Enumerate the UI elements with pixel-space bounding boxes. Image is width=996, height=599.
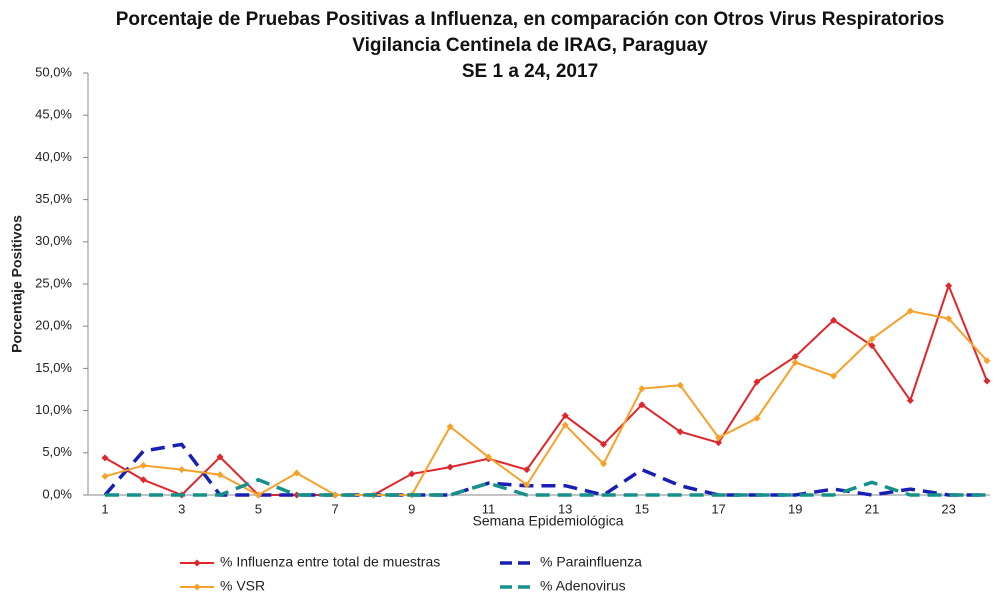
- data-line: [103, 442, 987, 497]
- data-point: [715, 439, 723, 447]
- x-tick-label: 7: [331, 501, 338, 516]
- data-point: [101, 472, 109, 480]
- x-tick-label: 1: [101, 501, 108, 516]
- data-point: [638, 385, 646, 393]
- legend-marker: [193, 559, 201, 567]
- y-tick-label: 5,0%: [42, 444, 72, 459]
- legend-label: % VSR: [220, 578, 265, 594]
- chart-title: Porcentaje de Pruebas Positivas a Influe…: [116, 9, 945, 30]
- y-tick-label: 0,0%: [42, 486, 72, 501]
- data-point: [484, 453, 492, 461]
- data-point: [791, 353, 799, 361]
- data-point: [715, 434, 723, 442]
- data-point: [216, 453, 224, 461]
- data-point: [561, 412, 569, 420]
- data-point: [868, 335, 876, 343]
- data-point: [791, 358, 799, 366]
- data-point: [293, 469, 301, 477]
- data-point: [446, 423, 454, 431]
- legend-marker: [193, 583, 201, 591]
- data-point: [523, 481, 531, 489]
- x-tick-label: 11: [482, 501, 496, 516]
- x-tick-label: 9: [408, 501, 415, 516]
- x-tick-label: 21: [865, 501, 879, 516]
- data-point: [139, 461, 147, 469]
- data-point: [676, 428, 684, 436]
- x-tick-label: 13: [558, 501, 572, 516]
- data-point: [945, 282, 953, 290]
- data-point: [830, 316, 838, 324]
- data-point: [600, 440, 608, 448]
- data-line: [104, 282, 988, 497]
- x-tick-label: 19: [788, 501, 802, 516]
- data-point: [830, 372, 838, 380]
- data-point: [408, 470, 416, 478]
- data-point: [676, 381, 684, 389]
- data-point: [753, 378, 761, 386]
- y-tick-label: 40,0%: [35, 149, 72, 164]
- chart-subtitle: Vigilancia Centinela de IRAG, Paraguay: [352, 35, 708, 56]
- data-point: [101, 454, 109, 462]
- data-point: [523, 466, 531, 474]
- data-line: [105, 477, 987, 497]
- data-point: [753, 414, 761, 422]
- data-point: [139, 476, 147, 484]
- data-point: [868, 342, 876, 350]
- x-tick-label: 15: [635, 501, 649, 516]
- data-point: [446, 463, 454, 471]
- data-point: [983, 357, 991, 365]
- data-point: [600, 460, 608, 468]
- data-point: [561, 421, 569, 429]
- legend-label: % Influenza entre total de muestras: [220, 554, 440, 570]
- data-point: [906, 307, 914, 315]
- data-line: [104, 309, 988, 497]
- y-axis-title: Porcentaje Positivos: [9, 215, 25, 353]
- y-tick-label: 50,0%: [35, 64, 72, 79]
- x-axis-title: Semana Epidemiológica: [473, 513, 624, 529]
- x-tick-label: 17: [711, 501, 725, 516]
- y-tick-label: 15,0%: [35, 360, 72, 375]
- data-point: [945, 315, 953, 323]
- y-tick-label: 20,0%: [35, 318, 72, 333]
- legend-label: % Adenovirus: [540, 578, 626, 594]
- legend-label: % Parainfluenza: [540, 554, 642, 570]
- data-point: [254, 491, 262, 499]
- y-tick-label: 35,0%: [35, 191, 72, 206]
- y-tick-label: 25,0%: [35, 275, 72, 290]
- data-point: [638, 401, 646, 409]
- x-tick-label: 5: [255, 501, 262, 516]
- x-tick-label: 23: [941, 501, 955, 516]
- y-tick-label: 45,0%: [35, 107, 72, 122]
- data-point: [178, 466, 186, 474]
- y-tick-label: 10,0%: [35, 402, 72, 417]
- y-tick-label: 30,0%: [35, 233, 72, 248]
- data-point: [331, 491, 339, 499]
- x-tick-label: 3: [178, 501, 185, 516]
- data-point: [906, 396, 914, 404]
- chart-subtitle: SE 1 a 24, 2017: [462, 61, 598, 82]
- data-point: [216, 471, 224, 479]
- data-point: [983, 377, 991, 385]
